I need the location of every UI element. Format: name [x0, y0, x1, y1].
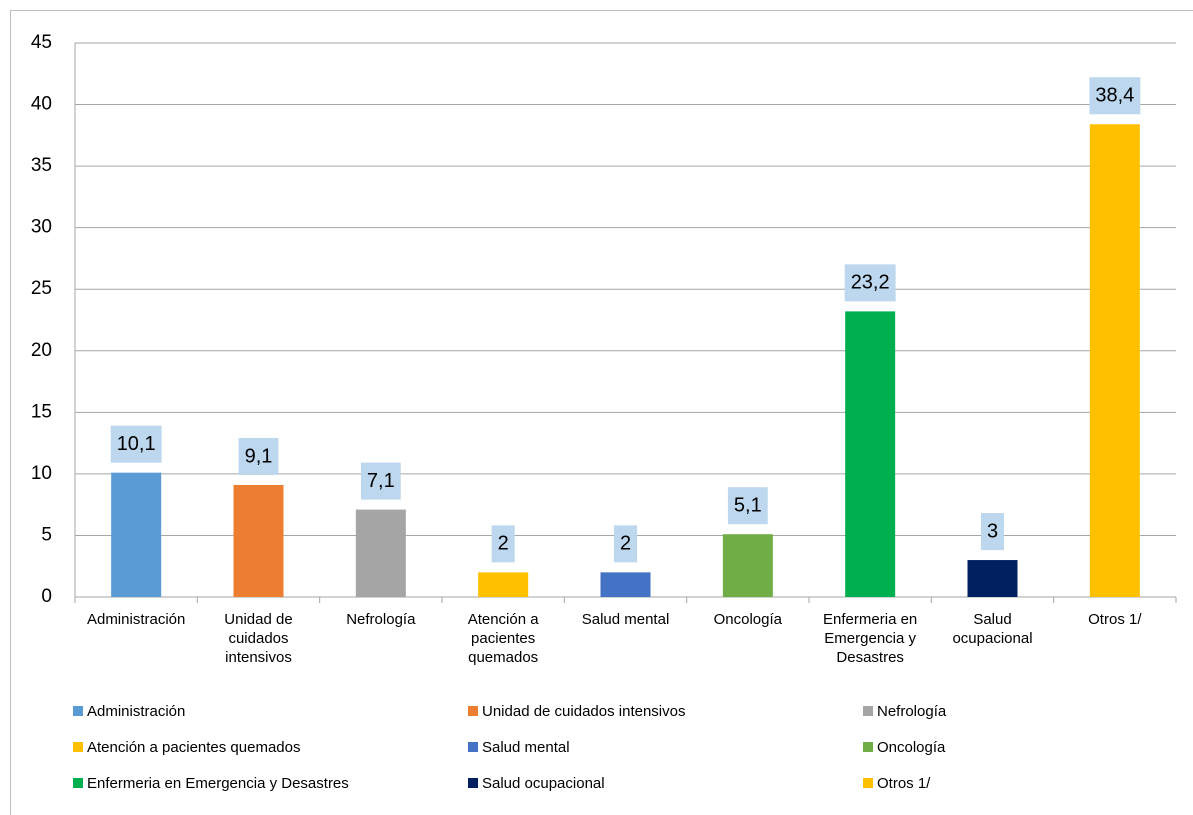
data-label: 10,1: [117, 433, 156, 455]
legend-item: Oncología: [863, 739, 945, 756]
bar: [233, 484, 284, 597]
legend-item: Salud ocupacional: [468, 775, 605, 792]
data-label: 7,1: [367, 470, 395, 492]
legend-label: Salud mental: [482, 739, 570, 756]
legend-swatch: [73, 706, 83, 716]
bar: [111, 472, 162, 597]
legend-swatch: [73, 742, 83, 752]
x-tick-label: Atención a pacientes quemados: [467, 611, 539, 666]
y-tick-label: 10: [31, 463, 52, 484]
y-tick-label: 0: [41, 586, 52, 607]
legend-item: Otros 1/: [863, 775, 930, 792]
legend-item: Enfermeria en Emergencia y Desastres: [73, 775, 349, 792]
data-label: 5,1: [734, 494, 762, 516]
data-label-bg: [613, 525, 638, 563]
bar: [1089, 124, 1140, 598]
data-label-bg: [491, 525, 515, 563]
data-label: 23,2: [851, 272, 890, 294]
data-label-bg: [727, 487, 768, 525]
legend-label: Atención a pacientes quemados: [87, 739, 301, 756]
legend-item: Atención a pacientes quemados: [73, 739, 300, 756]
data-label: 38,4: [1095, 85, 1134, 107]
legend-label: Unidad de cuidados intensivos: [482, 703, 686, 720]
y-tick-label: 20: [31, 340, 52, 361]
legend-swatch: [468, 778, 478, 788]
y-tick-label: 25: [31, 278, 52, 299]
bar: [722, 534, 773, 597]
y-tick-label: 35: [31, 155, 52, 176]
x-tick-label: Salud mental: [581, 611, 670, 628]
bar: [967, 560, 1018, 597]
bar: [478, 572, 529, 597]
legend-label: Oncología: [877, 739, 946, 756]
legend-item: Salud mental: [468, 739, 570, 756]
bar: [355, 509, 406, 597]
y-tick-label: 5: [41, 524, 52, 545]
data-label: 3: [987, 520, 998, 542]
x-tick-label: Salud ocupacional: [952, 611, 1033, 647]
legend-item: Administración: [73, 703, 185, 720]
x-tick-label: Nefrología: [346, 611, 416, 628]
bar: [600, 572, 651, 597]
legend-label: Enfermeria en Emergencia y Desastres: [87, 775, 349, 792]
bar: [845, 311, 896, 597]
y-tick-label: 45: [31, 32, 52, 53]
data-label-bg: [360, 462, 401, 500]
legend-swatch: [863, 778, 873, 788]
legend-swatch: [863, 742, 873, 752]
x-tick-label: Unidad de cuidados intensivos: [224, 611, 293, 666]
legend-swatch: [468, 706, 478, 716]
data-label: 2: [620, 533, 631, 555]
x-tick-label: Enfermeria en Emergencia y Desastres: [823, 611, 918, 666]
legend-label: Salud ocupacional: [482, 775, 605, 792]
x-tick-label: Otros 1/: [1088, 611, 1142, 628]
legend-label: Administración: [87, 703, 186, 720]
data-label-bg: [1089, 77, 1141, 115]
legend-swatch: [863, 706, 873, 716]
chart-border: [10, 10, 1193, 815]
data-label: 9,1: [245, 445, 273, 467]
legend-label: Nefrología: [877, 703, 947, 720]
y-tick-label: 30: [31, 217, 52, 238]
x-tick-label: Administración: [86, 611, 186, 628]
data-label-bg: [110, 425, 162, 463]
y-tick-label: 40: [31, 94, 52, 115]
data-label-bg: [844, 264, 896, 302]
x-tick-label: Oncología: [713, 611, 783, 628]
legend-swatch: [468, 742, 478, 752]
legend-item: Nefrología: [863, 703, 946, 720]
data-label-bg: [980, 513, 1005, 551]
legend-label: Otros 1/: [877, 775, 931, 792]
data-label: 2: [498, 533, 509, 555]
legend-swatch: [73, 778, 83, 788]
legend-item: Unidad de cuidados intensivos: [468, 703, 685, 720]
data-label-bg: [238, 437, 279, 475]
y-tick-label: 15: [31, 401, 52, 422]
